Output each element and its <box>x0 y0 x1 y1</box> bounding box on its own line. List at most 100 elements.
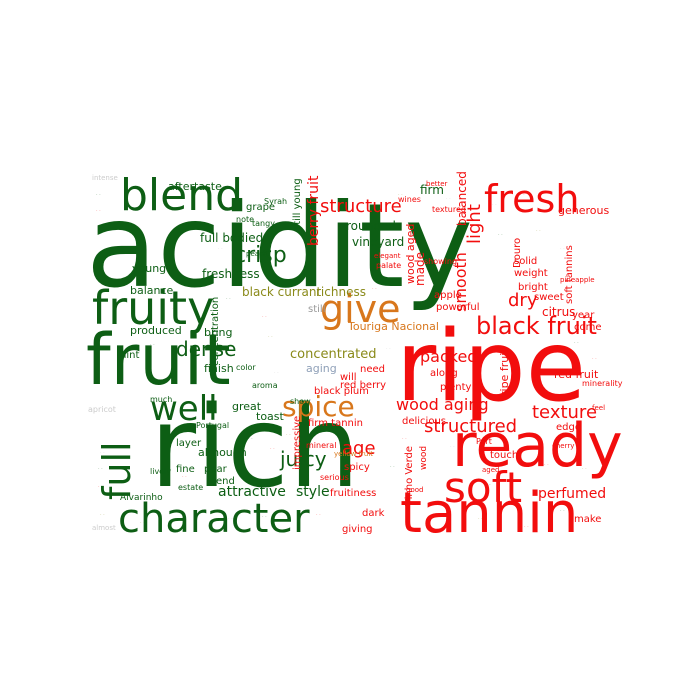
cloud-word-minerality: minerality <box>582 379 623 388</box>
cloud-word-apricot: apricot <box>88 405 116 414</box>
cloud-word-cherry: cherry <box>552 442 574 450</box>
filler-word: · · <box>150 342 155 348</box>
cloud-word-young: young <box>132 262 166 275</box>
cloud-word-delicious: delicious <box>402 416 446 427</box>
filler-word: · · <box>270 446 275 452</box>
filler-word: · · <box>182 474 187 480</box>
cloud-word-douro: Douro <box>512 238 523 268</box>
filler-word: · · <box>592 356 597 362</box>
cloud-word-dark: dark <box>362 508 385 519</box>
cloud-word-character: character <box>118 496 310 542</box>
cloud-word-juicy: juicy <box>279 447 327 471</box>
cloud-word-structure: structure <box>320 196 402 217</box>
cloud-word-peach: peach <box>246 250 267 258</box>
filler-word: · · <box>262 314 267 320</box>
filler-word: · · <box>520 192 525 198</box>
cloud-word-layer: layer <box>176 438 202 449</box>
cloud-word-vinho-verde: Vinho Verde <box>404 446 415 506</box>
cloud-word-black-plum: black plum <box>314 386 369 397</box>
cloud-word-show: show <box>290 397 311 406</box>
cloud-word-tangy: tangy <box>252 219 275 228</box>
filler-word: · · <box>470 348 475 354</box>
filler-word: · · <box>544 462 549 468</box>
cloud-word-alvarinho: Alvarinho <box>120 493 163 503</box>
cloud-word-portugal: Portugal <box>196 421 229 430</box>
cloud-word-color: color <box>236 363 256 372</box>
cloud-word-generous: generous <box>558 204 609 217</box>
cloud-word-structured: structured <box>424 416 517 437</box>
cloud-word-along: along <box>430 368 458 379</box>
filler-word: · · <box>372 286 377 292</box>
filler-word: · · <box>536 228 541 234</box>
cloud-word-bring: bring <box>204 326 233 339</box>
cloud-word-syrah: Syrah <box>264 197 287 206</box>
cloud-word-yellow-fruit: yellow fruit <box>334 450 373 458</box>
filler-word: · · <box>402 436 407 442</box>
filler-word: · · <box>390 464 395 470</box>
cloud-word-light: light <box>464 204 485 244</box>
cloud-word-toast: toast <box>256 410 285 423</box>
cloud-word-acidity: acidity <box>86 179 473 314</box>
cloud-word-produced: produced <box>130 324 182 337</box>
cloud-word-age: age <box>342 438 376 459</box>
filler-word: · · <box>274 370 279 376</box>
cloud-word-rounded: rounded <box>346 219 396 233</box>
filler-word: · · <box>98 484 103 490</box>
cloud-word-fruitiness: fruitiness <box>330 488 376 499</box>
cloud-word-crisp: crisp <box>234 243 287 268</box>
filler-word: · · <box>316 512 321 518</box>
filler-word: · · <box>140 520 145 526</box>
filler-word: · · <box>98 466 103 472</box>
filler-word: · · <box>582 466 587 472</box>
cloud-word-better: better <box>426 180 448 188</box>
cloud-word-freshness: freshness <box>202 267 260 281</box>
cloud-word-finish: finish <box>204 362 234 375</box>
cloud-word-attractive: attractive <box>218 484 286 500</box>
cloud-word-red-fruit: red fruit <box>554 368 599 381</box>
cloud-word-good: good <box>406 486 423 494</box>
filler-word: · · <box>446 196 451 202</box>
cloud-word-fruit: fruit <box>86 319 231 401</box>
cloud-word-dry: dry <box>508 290 538 311</box>
cloud-word-firm: firm <box>420 183 444 197</box>
cloud-word-impressive: impressive <box>292 416 303 470</box>
filler-word: · · <box>98 228 103 234</box>
cloud-word-plenty: plenty <box>440 382 472 393</box>
cloud-word-touriga-nacional: Touriga Nacional <box>347 320 439 333</box>
cloud-word-smooth: smooth <box>451 252 470 312</box>
cloud-word-weight: weight <box>514 268 548 279</box>
cloud-word-elegant: elegant <box>374 252 401 260</box>
cloud-word-soft: soft <box>444 463 522 512</box>
cloud-word-textured: textured <box>432 205 466 214</box>
cloud-word-palate: palate <box>376 261 401 270</box>
filler-word: · · <box>100 512 105 518</box>
cloud-word-richness: richness <box>316 285 366 299</box>
cloud-word-packed: packed <box>420 347 477 366</box>
cloud-word-made: made <box>413 252 427 286</box>
cloud-word-come: come <box>574 322 602 333</box>
cloud-word-rich: rich <box>150 383 360 513</box>
filler-word: · · <box>386 346 391 352</box>
filler-word: · · <box>560 508 565 514</box>
cloud-word-ripe: ripe <box>396 310 586 424</box>
cloud-word-black-currant: black currant <box>242 285 321 299</box>
filler-word: · · <box>478 516 483 522</box>
filler-word: · · <box>228 516 233 522</box>
filler-word: · · <box>574 340 579 346</box>
cloud-word-still-young: still young <box>292 178 303 230</box>
cloud-word-apple: apple <box>434 290 462 301</box>
cloud-word-mineral: mineral <box>306 441 336 450</box>
cloud-word-full: full <box>95 441 139 500</box>
cloud-word-year: year <box>572 310 595 321</box>
cloud-word-spicy: spicy <box>344 462 370 473</box>
filler-word: · · <box>560 246 565 252</box>
cloud-word-balanced: balanced <box>455 171 469 226</box>
cloud-word-need: need <box>360 364 385 375</box>
filler-word: · · <box>384 310 389 316</box>
cloud-word-vineyard: vineyard <box>352 235 404 249</box>
cloud-word-balance: balance <box>130 284 174 297</box>
cloud-word-wood: wood <box>419 446 429 470</box>
cloud-word-spice: spice <box>282 390 355 423</box>
cloud-word-showing: showing <box>424 257 457 266</box>
